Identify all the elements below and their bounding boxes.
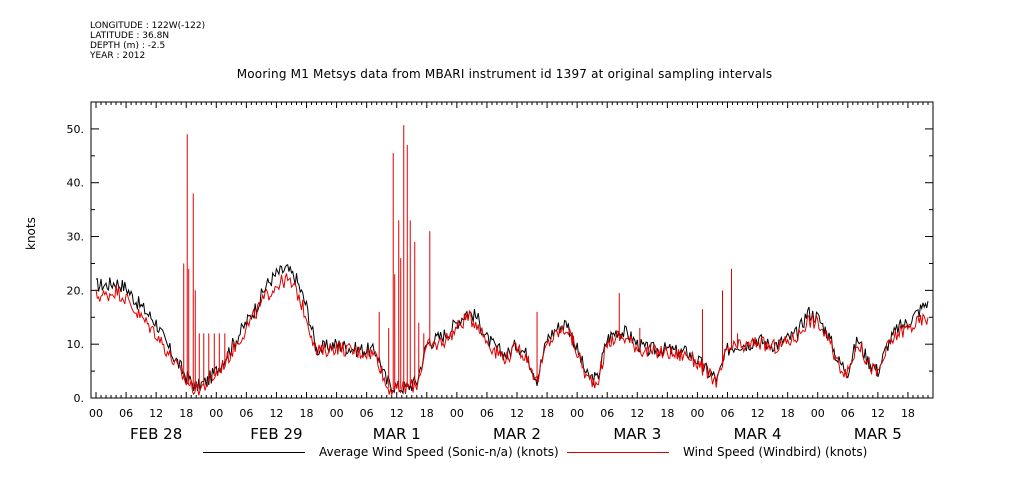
y-tick-label: 0. xyxy=(74,392,85,405)
x-tick-label: 18 xyxy=(420,407,434,420)
x-tick-label: 00 xyxy=(570,407,584,420)
plot-frame xyxy=(90,101,934,399)
day-label: FEB 28 xyxy=(130,425,182,443)
day-label: MAR 4 xyxy=(734,425,782,443)
x-tick-label: 12 xyxy=(510,407,524,420)
x-tick-label: 12 xyxy=(751,407,765,420)
x-tick-label: 00 xyxy=(450,407,464,420)
x-tick-label: 18 xyxy=(781,407,795,420)
series-line-windbird xyxy=(95,273,929,396)
x-tick-label: 00 xyxy=(330,407,344,420)
x-tick-label: 12 xyxy=(390,407,404,420)
y-tick-label: 30. xyxy=(67,231,85,244)
series-line-sonic xyxy=(95,263,929,395)
x-tick-label: 12 xyxy=(871,407,885,420)
longitude-text: LONGITUDE : 122W(-122) xyxy=(90,21,206,31)
x-tick-label: 12 xyxy=(149,407,163,420)
y-tick-label: 20. xyxy=(67,284,85,297)
y-tick-label: 10. xyxy=(67,338,85,351)
day-label: MAR 1 xyxy=(373,425,421,443)
legend-windbird-swatch xyxy=(567,452,669,453)
x-tick-label: 18 xyxy=(300,407,314,420)
y-tick-label: 40. xyxy=(67,177,85,190)
x-tick-label: 06 xyxy=(841,407,855,420)
x-tick-label: 06 xyxy=(721,407,735,420)
x-tick-label: 06 xyxy=(600,407,614,420)
legend-windbird-label: Wind Speed (Windbird) (knots) xyxy=(683,445,868,459)
x-tick-label: 06 xyxy=(360,407,374,420)
x-tick-label: 12 xyxy=(269,407,283,420)
chart-title: Mooring M1 Metsys data from MBARI instru… xyxy=(236,67,773,81)
x-tick-label: 06 xyxy=(119,407,133,420)
year-text: YEAR : 2012 xyxy=(90,51,146,61)
legend-sonic-swatch xyxy=(203,452,305,453)
x-tick-label: 18 xyxy=(901,407,915,420)
day-label: MAR 5 xyxy=(854,425,902,443)
latitude-text: LATITUDE : 36.8N xyxy=(90,31,170,41)
metadata-block: LONGITUDE : 122W(-122) LATITUDE : 36.8N … xyxy=(90,21,205,61)
legend-sonic: Average Wind Speed (Sonic-n/a) (knots) xyxy=(203,445,559,459)
x-tick-label: 00 xyxy=(89,407,103,420)
x-tick-label: 00 xyxy=(811,407,825,420)
day-label: MAR 2 xyxy=(493,425,541,443)
legend-sonic-label: Average Wind Speed (Sonic-n/a) (knots) xyxy=(319,445,559,459)
x-tick-label: 18 xyxy=(660,407,674,420)
x-tick-label: 00 xyxy=(209,407,223,420)
x-tick-label: 00 xyxy=(690,407,704,420)
y-tick-label: 50. xyxy=(67,123,85,136)
x-tick-label: 06 xyxy=(239,407,253,420)
x-tick-label: 18 xyxy=(540,407,554,420)
day-label: MAR 3 xyxy=(613,425,661,443)
x-tick-label: 12 xyxy=(630,407,644,420)
x-tick-label: 06 xyxy=(480,407,494,420)
day-label: FEB 29 xyxy=(250,425,302,443)
x-tick-label: 18 xyxy=(179,407,193,420)
legend-windbird: Wind Speed (Windbird) (knots) xyxy=(567,445,867,459)
depth-text: DEPTH (m) : -2.5 xyxy=(90,41,166,51)
